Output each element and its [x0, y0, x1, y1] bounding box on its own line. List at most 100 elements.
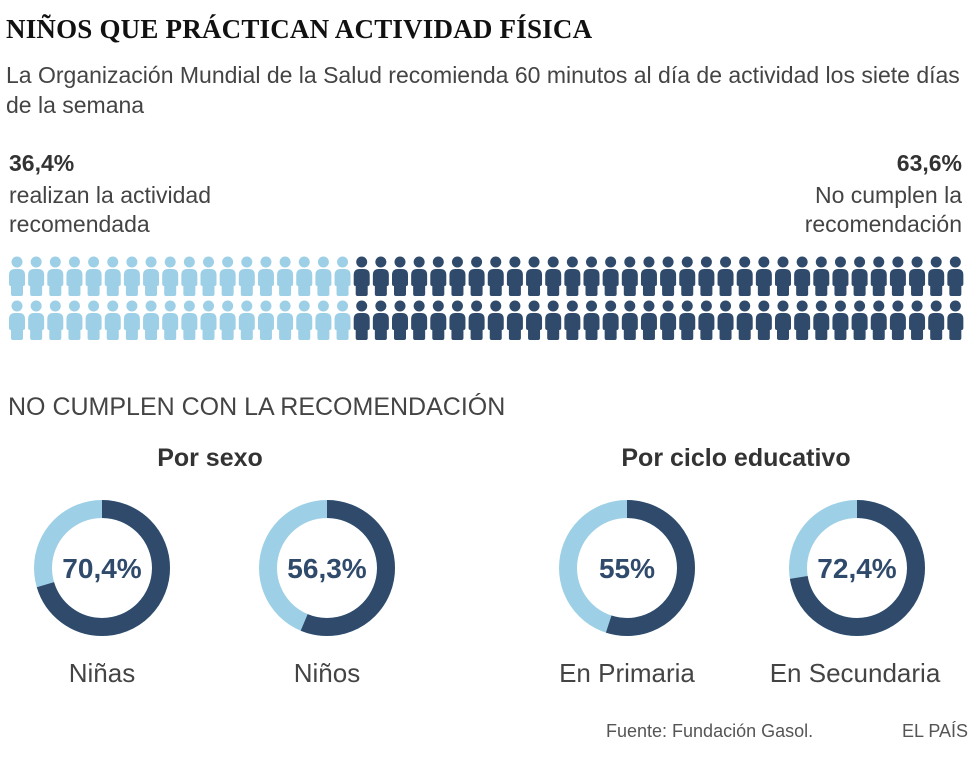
person-icon: [392, 256, 408, 296]
person-icon: [909, 256, 926, 296]
donut-label: En Secundaria: [769, 658, 941, 688]
person-icon: [315, 300, 332, 340]
person-icon: [181, 300, 198, 340]
left-stat-value: 36,4%: [9, 150, 75, 176]
person-icon: [775, 256, 791, 296]
person-icon: [353, 256, 370, 296]
right-stat-label: No cumplen la recomendación: [804, 182, 962, 237]
person-icon: [583, 256, 600, 296]
person-icon: [372, 256, 389, 296]
person-icon: [621, 256, 638, 296]
brand: EL PAÍS: [902, 721, 969, 741]
person-icon: [794, 300, 811, 340]
person-icon: [851, 256, 868, 296]
person-icon: [219, 256, 236, 296]
donut-label: En Primaria: [559, 658, 695, 688]
person-icon: [889, 300, 906, 340]
person-icon: [545, 300, 562, 340]
person-icon: [9, 256, 25, 296]
person-icon: [277, 300, 294, 340]
person-icon: [928, 256, 945, 296]
person-icon: [411, 300, 428, 340]
person-icon: [813, 300, 830, 340]
person-icon: [736, 300, 753, 340]
person-icon: [28, 300, 45, 340]
person-icon: [296, 300, 313, 340]
donut-value-arc: [259, 500, 395, 636]
person-icon: [487, 256, 504, 296]
person-icon: [296, 256, 313, 296]
person-icon: [9, 300, 25, 340]
subtitle: La Organización Mundial de la Salud reco…: [6, 62, 960, 118]
person-icon: [909, 300, 926, 340]
person-icon: [832, 300, 849, 340]
person-icon: [430, 300, 447, 340]
person-icon: [162, 256, 179, 296]
person-icon: [257, 256, 274, 296]
person-icon: [660, 300, 677, 340]
person-icon: [889, 256, 906, 296]
person-icon: [334, 256, 351, 296]
person-icon: [66, 256, 83, 296]
person-icon: [717, 300, 734, 340]
person-icon: [947, 256, 964, 296]
person-icon: [755, 300, 772, 340]
person-icon: [640, 300, 657, 340]
donut-value-arc: [789, 500, 925, 636]
person-icon: [468, 256, 485, 296]
person-icon: [200, 256, 217, 296]
person-icon: [85, 256, 102, 296]
person-icon: [392, 300, 408, 340]
person-icon: [870, 256, 887, 296]
person-icon: [277, 256, 294, 296]
person-icon: [468, 300, 485, 340]
person-icon: [66, 300, 83, 340]
person-icon: [545, 256, 562, 296]
person-icon: [334, 300, 351, 340]
group-title-sex: Por sexo: [157, 444, 263, 472]
person-icon: [794, 256, 811, 296]
person-icon: [353, 300, 370, 340]
person-icon: [736, 256, 753, 296]
person-icon: [928, 300, 945, 340]
person-icon: [564, 256, 581, 296]
person-icon: [47, 256, 64, 296]
donut-value-label: 72,4%: [817, 553, 896, 584]
person-icon: [526, 256, 543, 296]
donut-label: Niñas: [68, 658, 136, 688]
person-icon: [698, 256, 715, 296]
section-title: NO CUMPLEN CON LA RECOMENDACIÓN: [8, 393, 506, 421]
person-icon: [813, 256, 830, 296]
person-icon: [679, 300, 696, 340]
person-icon: [526, 300, 543, 340]
person-icon: [832, 256, 849, 296]
person-icon: [775, 300, 791, 340]
person-icon: [238, 300, 255, 340]
person-icon: [47, 300, 64, 340]
person-icon: [28, 256, 45, 296]
group-title-cycle: Por ciclo educativo: [621, 444, 851, 472]
person-icon: [257, 300, 274, 340]
person-icon: [219, 300, 236, 340]
person-icon: [143, 256, 160, 296]
person-icon: [851, 300, 868, 340]
person-icon: [870, 300, 887, 340]
person-icon: [104, 300, 121, 340]
person-icon: [430, 256, 447, 296]
person-icon: [621, 300, 638, 340]
person-icon: [679, 256, 696, 296]
person-icon: [238, 256, 255, 296]
donut-value-label: 56,3%: [287, 553, 366, 584]
person-icon: [640, 256, 657, 296]
person-icon: [698, 300, 715, 340]
page-title: NIÑOS QUE PRÁCTICAN ACTIVIDAD FÍSICA: [6, 14, 593, 44]
pictogram: [9, 256, 964, 340]
donut-label: Niños: [293, 658, 361, 688]
right-stat-value: 63,6%: [896, 150, 962, 176]
person-icon: [181, 256, 198, 296]
person-icon: [143, 300, 160, 340]
person-icon: [583, 300, 600, 340]
person-icon: [372, 300, 389, 340]
person-icon: [755, 256, 772, 296]
